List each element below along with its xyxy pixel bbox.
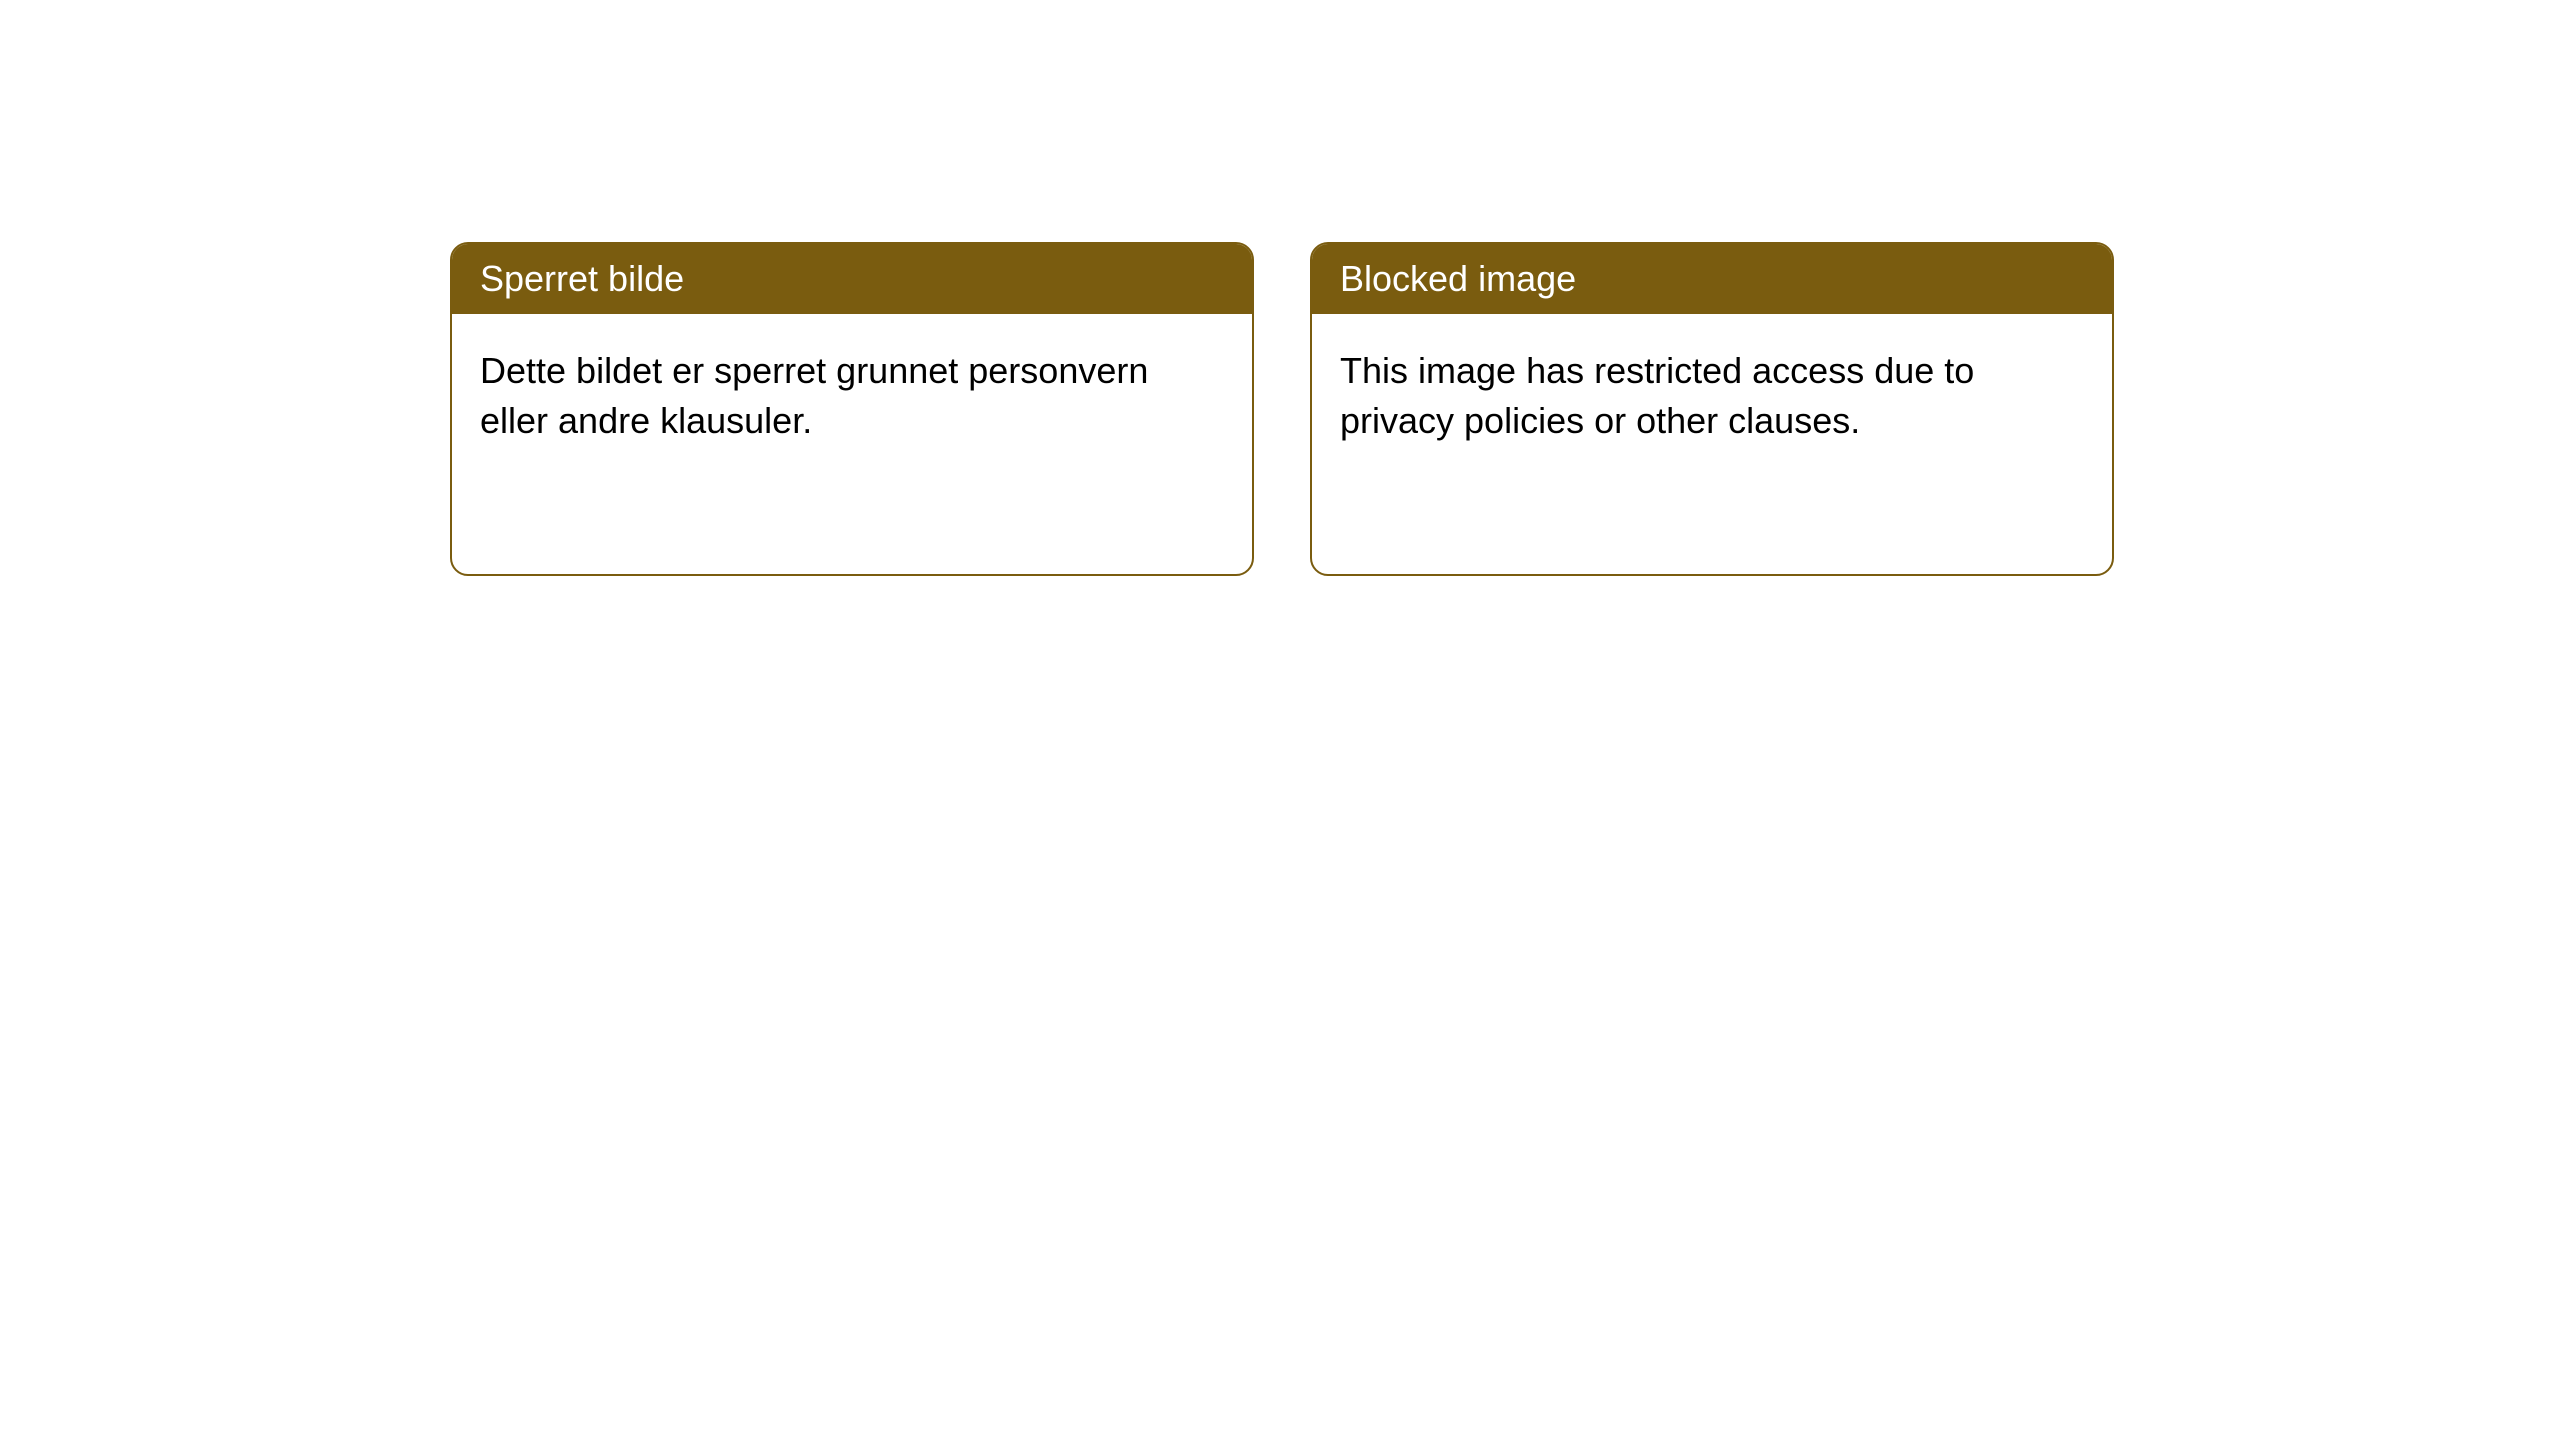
notice-card-header: Sperret bilde <box>452 244 1252 314</box>
notice-body-text: This image has restricted access due to … <box>1340 350 1974 441</box>
notice-card-en: Blocked image This image has restricted … <box>1310 242 2114 576</box>
notice-card-body: This image has restricted access due to … <box>1312 314 2112 479</box>
notice-card-header: Blocked image <box>1312 244 2112 314</box>
notice-body-text: Dette bildet er sperret grunnet personve… <box>480 350 1148 441</box>
notice-title: Blocked image <box>1340 258 1576 299</box>
notice-title: Sperret bilde <box>480 258 684 299</box>
notice-card-no: Sperret bilde Dette bildet er sperret gr… <box>450 242 1254 576</box>
notice-card-body: Dette bildet er sperret grunnet personve… <box>452 314 1252 479</box>
notice-container: Sperret bilde Dette bildet er sperret gr… <box>450 242 2114 576</box>
